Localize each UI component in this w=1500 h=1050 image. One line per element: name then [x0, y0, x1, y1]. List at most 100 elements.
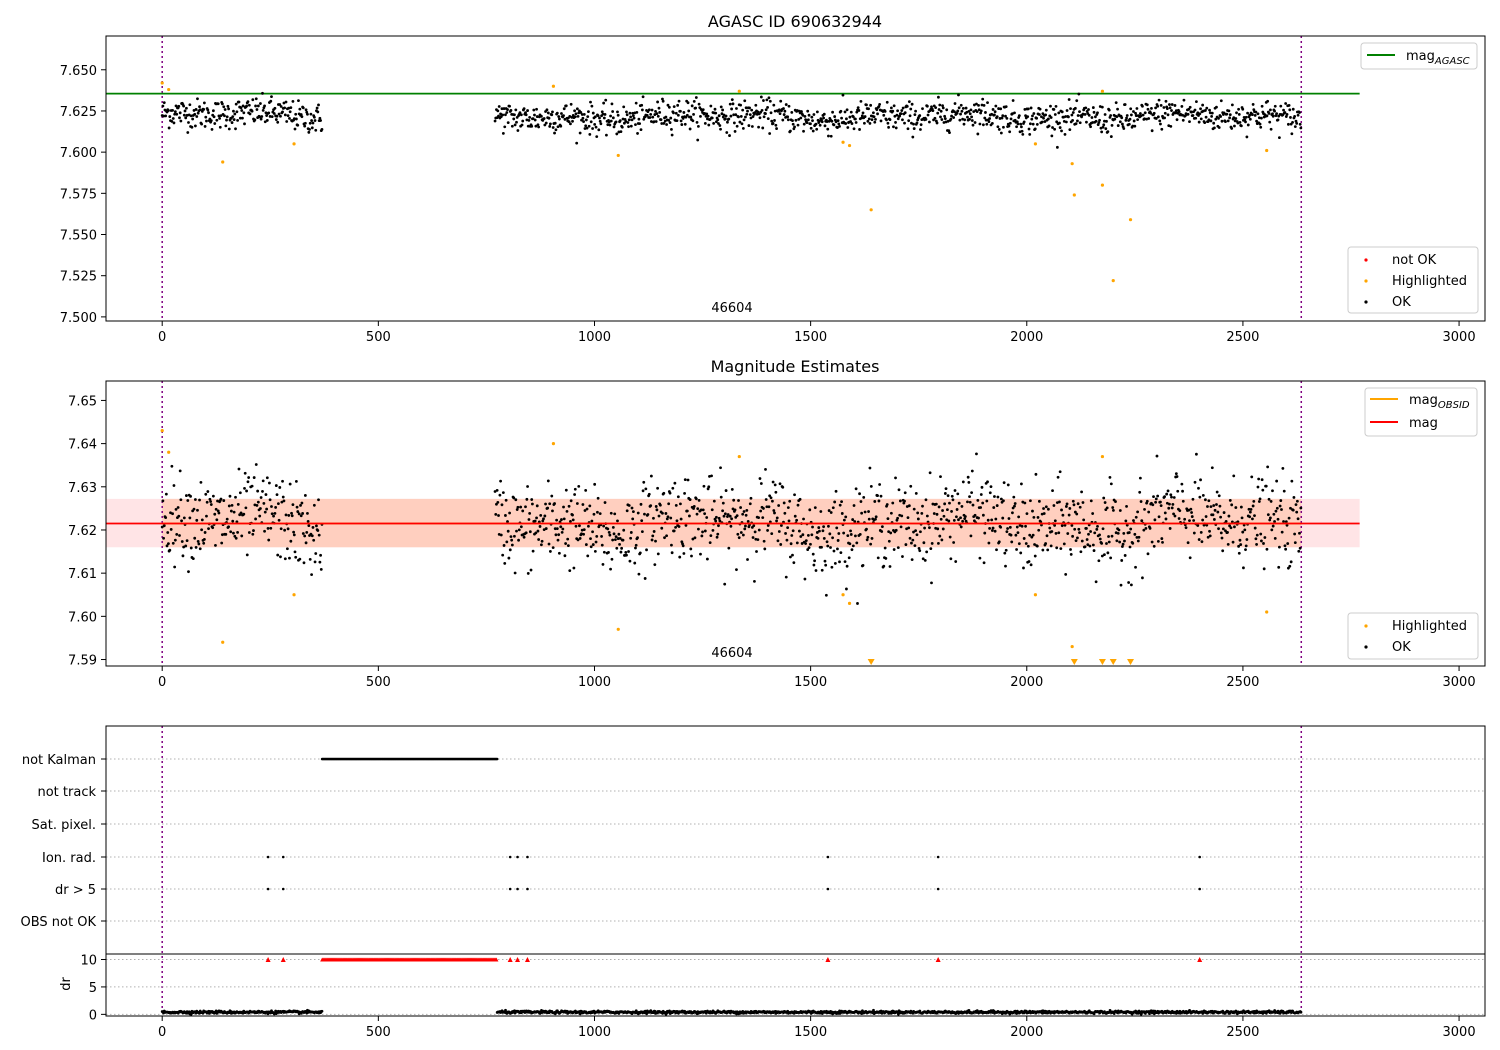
ok-point [741, 533, 745, 537]
ok-point [527, 118, 531, 122]
ok-point [920, 511, 924, 515]
ok-point [1221, 527, 1225, 531]
ok-point [921, 107, 924, 111]
ok-point [1282, 489, 1286, 493]
ok-point [842, 518, 846, 522]
ok-point [931, 502, 935, 506]
ok-point [229, 530, 233, 534]
ok-point [913, 544, 917, 548]
ok-point [279, 114, 282, 118]
ok-point [952, 116, 956, 119]
ok-point [232, 109, 235, 113]
ok-point [615, 132, 619, 136]
ok-point [697, 124, 700, 128]
ok-point [943, 114, 947, 118]
ok-point [1262, 567, 1266, 571]
ok-point [670, 127, 673, 131]
ok-point [1283, 111, 1287, 114]
ok-point [195, 115, 199, 118]
ok-point [952, 518, 956, 522]
ok-point [1292, 496, 1296, 499]
ok-point [1098, 118, 1101, 122]
ok-point [841, 93, 845, 97]
ok-point [506, 520, 509, 523]
dr-ok-point [320, 1009, 324, 1013]
ok-point [515, 529, 518, 533]
ok-point [1117, 528, 1121, 532]
ok-point [973, 513, 977, 517]
ok-point [685, 113, 689, 117]
ok-point [253, 118, 257, 122]
ok-point [215, 118, 219, 122]
ok-point [213, 122, 217, 125]
ok-point [538, 525, 542, 528]
ok-point [782, 113, 786, 116]
ok-point [1236, 520, 1240, 524]
ok-point [846, 126, 850, 129]
ok-point [724, 114, 728, 118]
ok-point [1154, 117, 1158, 120]
y-tick-label: 7.63 [68, 481, 97, 496]
ok-point [625, 113, 629, 117]
ok-point [836, 126, 839, 129]
ok-point [291, 503, 295, 507]
ok-point [1159, 504, 1163, 508]
ok-point [535, 516, 538, 520]
ok-point [809, 542, 812, 546]
ok-point [984, 118, 988, 122]
ok-point [754, 537, 758, 541]
ok-point [748, 113, 752, 117]
ok-point [617, 532, 621, 536]
ok-point [274, 484, 278, 487]
ok-point [294, 112, 298, 116]
ok-point [845, 108, 849, 112]
ok-point [926, 113, 930, 117]
ok-point [936, 527, 940, 531]
ok-point [882, 113, 886, 117]
ok-point [280, 500, 284, 504]
ok-point [1084, 106, 1088, 110]
ok-point [557, 533, 561, 537]
ok-point [640, 103, 644, 107]
y-tick-label: 7.650 [60, 64, 97, 79]
ok-point [311, 121, 315, 125]
ok-point [986, 101, 989, 105]
ok-point [546, 111, 550, 115]
ok-point [1110, 123, 1114, 127]
ok-point [1244, 120, 1247, 124]
ok-point [968, 112, 972, 116]
ok-point [575, 502, 579, 505]
ok-point [971, 503, 975, 507]
ok-point [1289, 560, 1293, 564]
ok-point [526, 572, 530, 575]
ok-point [317, 533, 321, 537]
ok-point [319, 119, 322, 122]
ok-point [1164, 99, 1168, 103]
ok-point [963, 517, 967, 521]
ok-point [592, 512, 596, 516]
ok-point [1049, 544, 1053, 548]
ok-point [835, 526, 839, 530]
ok-point [839, 109, 843, 113]
ok-point [164, 516, 168, 520]
highlighted-point [292, 142, 296, 146]
ok-point [202, 108, 206, 111]
ok-point [989, 485, 993, 489]
ok-point [548, 122, 552, 126]
ok-point [817, 526, 821, 529]
ok-point [1291, 107, 1295, 111]
ok-point [970, 115, 974, 119]
ok-point [938, 534, 942, 538]
highlighted-point [160, 81, 164, 85]
ok-point [283, 113, 287, 117]
ok-point [1239, 124, 1243, 128]
ok-point [500, 107, 504, 111]
panel1-axes: 0 500 1000 1500 2000 2500 30007.5007.5257.5507… [60, 64, 1476, 345]
dr-not-ok-marker [280, 956, 286, 962]
ok-point [793, 514, 797, 518]
ok-point [928, 471, 932, 475]
ok-point [883, 546, 887, 550]
ok-point [496, 500, 500, 504]
ok-point [1136, 118, 1140, 121]
ok-point [162, 536, 165, 540]
